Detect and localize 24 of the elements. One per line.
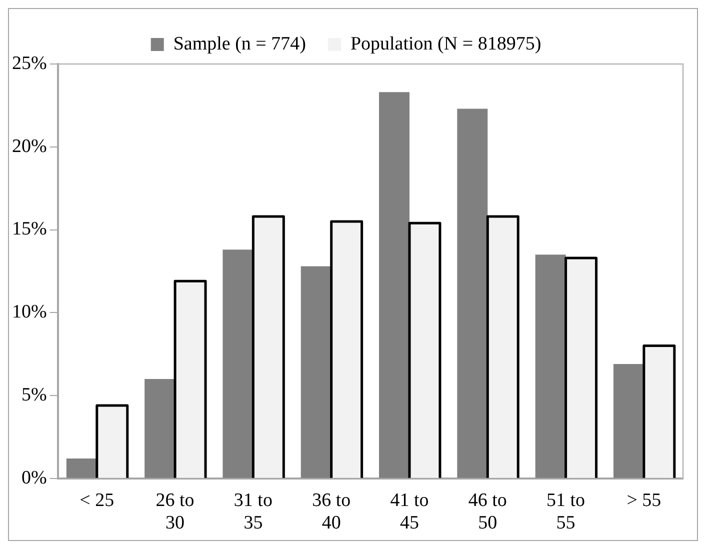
bar xyxy=(222,250,254,478)
x-tick-label: 41 to 45 xyxy=(390,490,429,534)
x-tick-label: 26 to 30 xyxy=(156,490,194,534)
y-tick-label: 15% xyxy=(12,218,47,240)
bar xyxy=(144,378,176,478)
legend-label: Sample (n = 774) xyxy=(173,33,306,54)
x-tick-label: 36 to 40 xyxy=(312,490,351,534)
x-tick-label: > 55 xyxy=(626,490,662,511)
bar xyxy=(300,266,332,478)
y-tick-label: 5% xyxy=(22,384,47,406)
bar xyxy=(457,108,488,478)
y-tick-label: 25% xyxy=(12,52,47,74)
x-tick-label: 31 to 35 xyxy=(234,490,272,534)
legend-label: Population (N = 818975) xyxy=(350,33,542,54)
bar xyxy=(613,364,644,478)
bar xyxy=(379,92,410,478)
bar xyxy=(66,458,97,478)
x-tick-label: 51 to 55 xyxy=(546,490,586,534)
y-tick-label: 20% xyxy=(12,136,47,157)
bar xyxy=(535,254,566,478)
y-tick-label: 10% xyxy=(12,302,47,323)
x-tick-label: < 25 xyxy=(80,490,114,511)
y-tick-label: 0% xyxy=(22,467,47,488)
x-tick-label: 46 to 50 xyxy=(468,490,507,534)
